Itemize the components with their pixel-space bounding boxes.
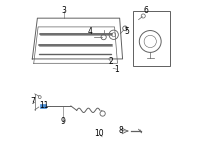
FancyBboxPatch shape [133, 11, 170, 66]
Text: 11: 11 [39, 101, 49, 110]
Text: 8: 8 [119, 126, 123, 135]
FancyBboxPatch shape [40, 104, 46, 108]
Text: 5: 5 [125, 27, 129, 36]
Text: 9: 9 [60, 117, 65, 126]
Text: 2: 2 [109, 57, 113, 66]
Text: 10: 10 [94, 129, 104, 138]
Text: 1: 1 [114, 65, 119, 74]
Text: 4: 4 [87, 27, 92, 36]
Text: 6: 6 [143, 6, 148, 15]
Text: 7: 7 [31, 97, 35, 106]
Text: 3: 3 [62, 6, 67, 15]
